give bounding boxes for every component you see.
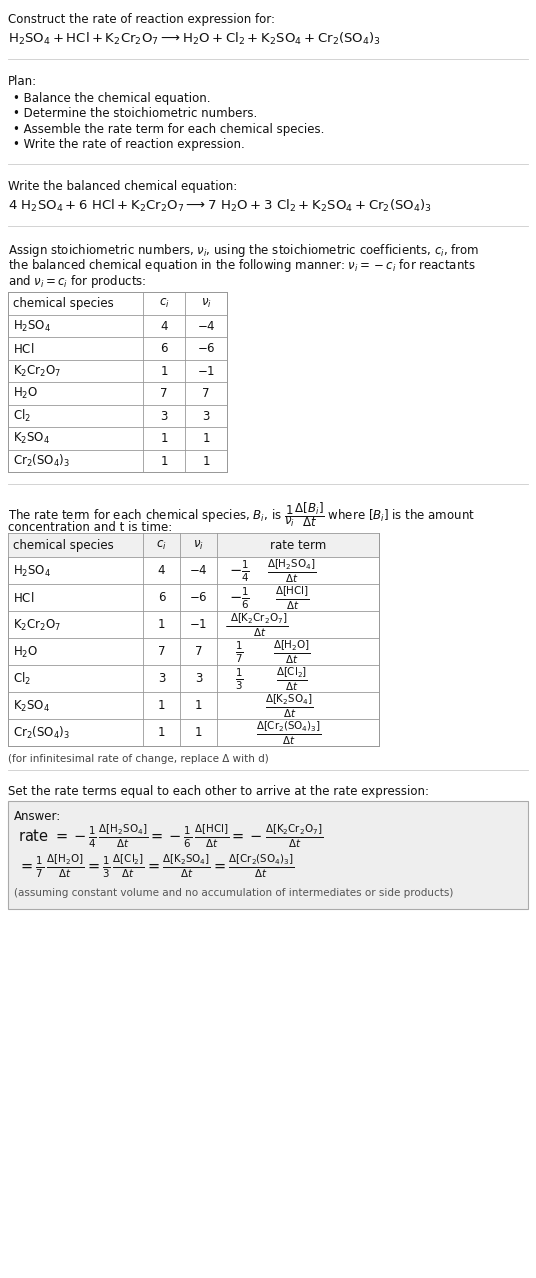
Text: $\mathregular{H_2O}$: $\mathregular{H_2O}$: [13, 386, 38, 401]
Bar: [8, 293, 227, 314]
Text: $\mathregular{Cl_2}$: $\mathregular{Cl_2}$: [13, 671, 31, 688]
Text: $-\frac{1}{6}$: $-\frac{1}{6}$: [229, 585, 249, 611]
Text: $\mathregular{Cr_2(SO_4)_3}$: $\mathregular{Cr_2(SO_4)_3}$: [13, 454, 70, 469]
Text: $-6$: $-6$: [189, 592, 208, 604]
Text: 1: 1: [202, 455, 210, 468]
Text: Answer:: Answer:: [14, 810, 61, 823]
Text: chemical species: chemical species: [13, 298, 114, 311]
Text: $\frac{\Delta[\mathrm{H_2O}]}{\Delta t}$: $\frac{\Delta[\mathrm{H_2O}]}{\Delta t}$: [273, 638, 311, 666]
Text: 1: 1: [195, 699, 202, 713]
Text: 7: 7: [160, 387, 168, 400]
Text: 6: 6: [158, 592, 165, 604]
Text: 3: 3: [160, 410, 168, 423]
Text: (assuming constant volume and no accumulation of intermediates or side products): (assuming constant volume and no accumul…: [14, 888, 453, 898]
Text: $-1$: $-1$: [197, 364, 215, 378]
Text: chemical species: chemical species: [13, 539, 114, 552]
Text: concentration and ​t is time:: concentration and ​t is time:: [8, 521, 172, 534]
Text: $-1$: $-1$: [189, 619, 207, 631]
Text: Plan:: Plan:: [8, 75, 37, 88]
Text: Construct the rate of reaction expression for:: Construct the rate of reaction expressio…: [8, 13, 275, 26]
Text: the balanced chemical equation in the following manner: $\nu_i = -c_i$ for react: the balanced chemical equation in the fo…: [8, 257, 476, 275]
Text: • Determine the stoichiometric numbers.: • Determine the stoichiometric numbers.: [13, 107, 257, 120]
Text: $\frac{\Delta[\mathrm{H_2SO_4}]}{\Delta t}$: $\frac{\Delta[\mathrm{H_2SO_4}]}{\Delta …: [267, 557, 317, 585]
Text: $\frac{1}{3}$: $\frac{1}{3}$: [235, 666, 243, 691]
Text: $\nu_i$: $\nu_i$: [200, 298, 211, 311]
Text: $\frac{1}{7}$: $\frac{1}{7}$: [235, 639, 243, 665]
Text: $-4$: $-4$: [189, 565, 208, 578]
Text: $\mathregular{H_2SO_4}$: $\mathregular{H_2SO_4}$: [13, 318, 51, 334]
Text: 3: 3: [202, 410, 210, 423]
Text: rate $= -\frac{1}{4}\,\frac{\Delta[\mathrm{H_2SO_4}]}{\Delta t} = -\frac{1}{6}\,: rate $= -\frac{1}{4}\,\frac{\Delta[\math…: [18, 823, 323, 850]
Text: $-\frac{1}{4}$: $-\frac{1}{4}$: [229, 558, 249, 584]
Text: 1: 1: [160, 364, 168, 378]
Text: 7: 7: [195, 645, 202, 658]
Text: $\frac{\Delta[\mathrm{K_2Cr_2O_7}]}{\Delta t}$: $\frac{\Delta[\mathrm{K_2Cr_2O_7}]}{\Del…: [230, 611, 288, 639]
Text: $\mathregular{Cl_2}$: $\mathregular{Cl_2}$: [13, 408, 31, 424]
Text: • Balance the chemical equation.: • Balance the chemical equation.: [13, 92, 211, 105]
Text: $\frac{\Delta[\mathrm{Cl_2}]}{\Delta t}$: $\frac{\Delta[\mathrm{Cl_2}]}{\Delta t}$: [276, 666, 308, 693]
Text: $\mathregular{K_2SO_4}$: $\mathregular{K_2SO_4}$: [13, 699, 50, 713]
Text: $\frac{\Delta[\mathrm{HCl}]}{\Delta t}$: $\frac{\Delta[\mathrm{HCl}]}{\Delta t}$: [274, 584, 309, 612]
Text: $c_i$: $c_i$: [159, 298, 169, 311]
Text: $-4$: $-4$: [197, 320, 215, 332]
Text: Write the balanced chemical equation:: Write the balanced chemical equation:: [8, 180, 237, 193]
Text: 7: 7: [202, 387, 210, 400]
Text: 4: 4: [158, 565, 165, 578]
Bar: [8, 533, 379, 746]
Text: (for infinitesimal rate of change, replace Δ with d): (for infinitesimal rate of change, repla…: [8, 754, 269, 764]
Text: $\mathregular{K_2Cr_2O_7}$: $\mathregular{K_2Cr_2O_7}$: [13, 364, 61, 378]
Text: 3: 3: [195, 672, 202, 685]
Text: 4: 4: [160, 320, 168, 332]
Text: 1: 1: [195, 726, 202, 740]
Text: $\mathregular{Cr_2(SO_4)_3}$: $\mathregular{Cr_2(SO_4)_3}$: [13, 725, 70, 741]
Text: 1: 1: [160, 455, 168, 468]
Bar: [8, 533, 379, 557]
Text: 1: 1: [158, 699, 165, 713]
Text: 3: 3: [158, 672, 165, 685]
Text: $\mathregular{H_2SO_4 + HCl + K_2Cr_2O_7 \longrightarrow H_2O + Cl_2 + K_2SO_4 +: $\mathregular{H_2SO_4 + HCl + K_2Cr_2O_7…: [8, 31, 381, 47]
Text: 1: 1: [160, 432, 168, 445]
Text: • Assemble the rate term for each chemical species.: • Assemble the rate term for each chemic…: [13, 123, 324, 135]
Text: $= \frac{1}{7}\,\frac{\Delta[\mathrm{H_2O}]}{\Delta t} = \frac{1}{3}\,\frac{\Del: $= \frac{1}{7}\,\frac{\Delta[\mathrm{H_2…: [18, 852, 294, 881]
Text: 1: 1: [158, 726, 165, 740]
Text: $\mathregular{HCl}$: $\mathregular{HCl}$: [13, 341, 34, 355]
Text: $\mathregular{K_2Cr_2O_7}$: $\mathregular{K_2Cr_2O_7}$: [13, 617, 61, 633]
Text: Set the rate terms equal to each other to arrive at the rate expression:: Set the rate terms equal to each other t…: [8, 786, 429, 799]
Text: and $\nu_i = c_i$ for products:: and $\nu_i = c_i$ for products:: [8, 273, 146, 290]
Text: $\frac{\Delta[\mathrm{Cr_2(SO_4)_3}]}{\Delta t}$: $\frac{\Delta[\mathrm{Cr_2(SO_4)_3}]}{\D…: [256, 720, 322, 746]
Text: $\mathregular{H_2O}$: $\mathregular{H_2O}$: [13, 644, 38, 659]
Text: $\nu_i$: $\nu_i$: [193, 539, 204, 552]
Text: • Write the rate of reaction expression.: • Write the rate of reaction expression.: [13, 138, 245, 152]
Text: rate term: rate term: [270, 539, 326, 552]
Text: 6: 6: [160, 343, 168, 355]
Text: Assign stoichiometric numbers, $\nu_i$, using the stoichiometric coefficients, $: Assign stoichiometric numbers, $\nu_i$, …: [8, 242, 479, 259]
Text: $-$: $-$: [224, 619, 234, 631]
Text: $\mathregular{HCl}$: $\mathregular{HCl}$: [13, 590, 34, 604]
Text: $\mathregular{K_2SO_4}$: $\mathregular{K_2SO_4}$: [13, 431, 50, 446]
Text: $\mathregular{4\ H_2SO_4 + 6\ HCl + K_2Cr_2O_7 \longrightarrow 7\ H_2O + 3\ Cl_2: $\mathregular{4\ H_2SO_4 + 6\ HCl + K_2C…: [8, 198, 432, 215]
Text: 1: 1: [202, 432, 210, 445]
Text: $\frac{\Delta[\mathrm{K_2SO_4}]}{\Delta t}$: $\frac{\Delta[\mathrm{K_2SO_4}]}{\Delta …: [265, 693, 313, 720]
Text: $\mathregular{H_2SO_4}$: $\mathregular{H_2SO_4}$: [13, 564, 51, 579]
Text: The rate term for each chemical species, $B_i$, is $\dfrac{1}{\nu_i}\dfrac{\Delt: The rate term for each chemical species,…: [8, 501, 475, 529]
Text: 1: 1: [158, 619, 165, 631]
Bar: [8, 293, 227, 473]
Text: $c_i$: $c_i$: [156, 539, 167, 552]
Text: $-6$: $-6$: [197, 343, 215, 355]
Bar: [8, 801, 528, 910]
Text: 7: 7: [158, 645, 165, 658]
